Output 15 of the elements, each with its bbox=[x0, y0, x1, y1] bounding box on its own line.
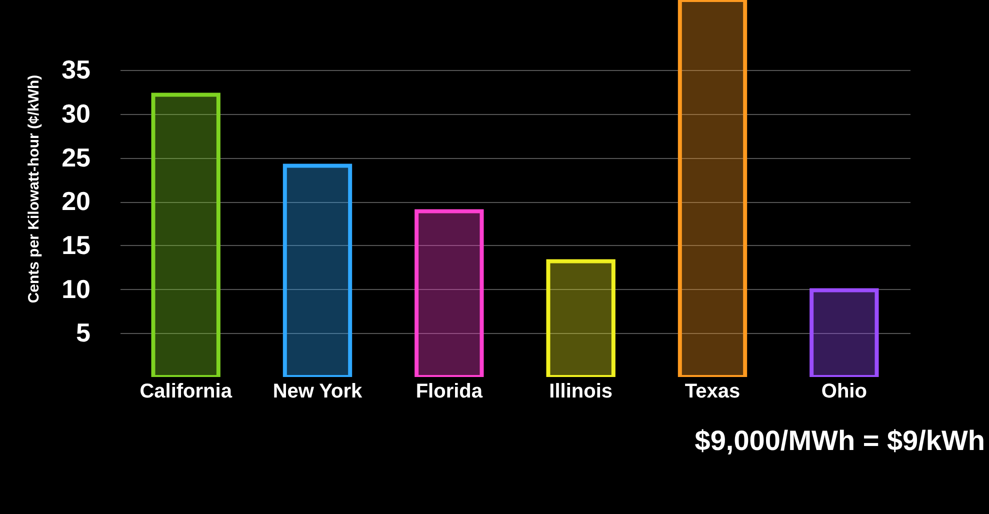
y-tick-label: 15 bbox=[62, 230, 90, 260]
y-tick-label: 25 bbox=[62, 142, 90, 172]
y-tick-label: 30 bbox=[62, 98, 90, 128]
x-tick-label: Ohio bbox=[821, 380, 867, 402]
y-tick-label: 35 bbox=[62, 54, 90, 85]
x-tick-label: Texas bbox=[684, 380, 740, 402]
text: $9,000/MWh = $9/kWh bbox=[694, 425, 985, 456]
y-tick-label: 5 bbox=[76, 318, 90, 348]
y-axis-title: Cents per Kilowatt-hour (¢/kWh) bbox=[26, 74, 43, 304]
x-tick-label: New York bbox=[272, 380, 364, 402]
x-tick-label: Illinois bbox=[549, 380, 613, 402]
y-tick-label: 20 bbox=[62, 186, 90, 216]
x-tick-label: California bbox=[140, 380, 233, 402]
y-tick-label: 10 bbox=[62, 274, 90, 304]
x-tick-label: Florida bbox=[416, 380, 484, 402]
